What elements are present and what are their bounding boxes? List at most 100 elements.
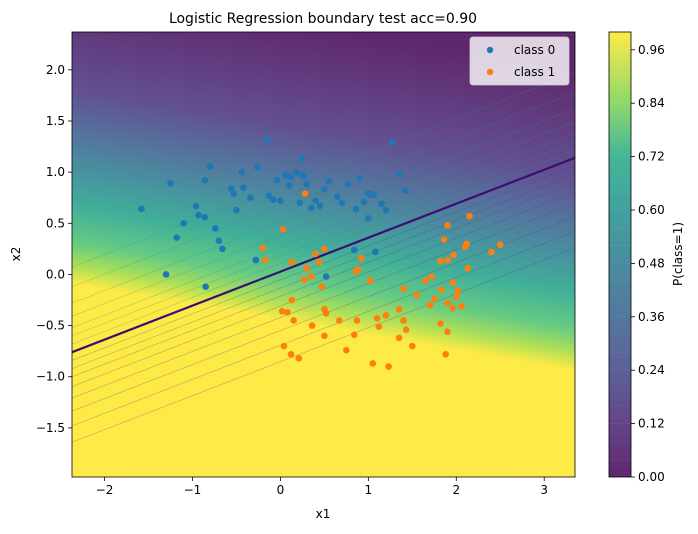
legend-box xyxy=(469,36,570,86)
point-class-1 xyxy=(280,342,288,350)
plot-frame xyxy=(71,31,576,478)
plot-area xyxy=(72,32,575,477)
contour-line xyxy=(72,108,575,304)
point-class-0 xyxy=(167,180,174,187)
contour-line xyxy=(72,173,575,369)
point-class-1 xyxy=(353,317,361,324)
point-class-0 xyxy=(233,206,240,214)
colorbar-tick-label: 0.48 xyxy=(638,256,665,270)
point-class-1 xyxy=(288,258,296,266)
point-class-0 xyxy=(298,155,305,163)
point-class-1 xyxy=(278,307,286,315)
colorbar-tick-label: 0.00 xyxy=(638,470,665,484)
y-tick-label: 0.5 xyxy=(46,216,65,230)
contour-line xyxy=(72,203,575,399)
point-class-1 xyxy=(321,332,328,340)
point-class-1 xyxy=(259,244,267,252)
colorbar-tick-label: 0.84 xyxy=(638,96,665,110)
point-class-0 xyxy=(227,185,235,192)
colorbar-ticks: 0.00 0.12 0.24 0.36 0.48 0.60 0.72 0.84 0.96 xyxy=(631,43,665,484)
point-class-0 xyxy=(382,206,390,214)
point-class-0 xyxy=(254,163,261,171)
point-class-1 xyxy=(458,302,465,310)
point-class-0 xyxy=(370,191,377,198)
point-class-1 xyxy=(428,273,435,280)
point-class-1 xyxy=(400,285,407,293)
point-class-0 xyxy=(270,196,277,204)
point-class-0 xyxy=(287,173,295,181)
point-class-1 xyxy=(496,241,504,249)
point-class-0 xyxy=(352,205,360,213)
y-tick-label: 1.5 xyxy=(46,114,65,128)
point-class-0 xyxy=(334,193,341,201)
point-class-0 xyxy=(325,178,333,185)
point-class-0 xyxy=(240,184,247,191)
x-tick-label: 2 xyxy=(452,483,460,497)
point-class-0 xyxy=(378,200,385,208)
contour-line xyxy=(72,247,575,443)
colorbar-tick-label: 0.60 xyxy=(638,203,665,217)
decision-boundary xyxy=(72,156,575,354)
point-class-1 xyxy=(395,305,403,313)
point-class-1 xyxy=(449,279,457,286)
colorbar-label: P(class=1) xyxy=(671,222,685,286)
point-class-0 xyxy=(238,168,246,176)
point-class-1 xyxy=(444,256,451,264)
point-class-0 xyxy=(350,246,358,254)
point-class-1 xyxy=(358,254,365,262)
point-class-0 xyxy=(212,225,219,232)
colorbar-tick-label: 0.72 xyxy=(638,150,665,164)
point-class-0 xyxy=(265,192,273,199)
point-class-1 xyxy=(437,257,444,265)
point-class-0 xyxy=(303,181,311,188)
point-class-1 xyxy=(315,258,323,266)
contour-line xyxy=(72,121,575,317)
point-class-1 xyxy=(318,283,326,291)
point-class-1 xyxy=(409,342,416,350)
point-class-0 xyxy=(206,162,214,170)
point-class-1 xyxy=(354,266,362,273)
point-class-1 xyxy=(350,331,358,339)
y-tick-label: −0.5 xyxy=(36,319,65,333)
point-class-1 xyxy=(454,287,462,295)
point-class-1 xyxy=(440,236,448,243)
point-class-0 xyxy=(360,198,368,206)
colorbar-gradient xyxy=(609,32,631,477)
point-class-0 xyxy=(192,202,200,210)
point-class-1 xyxy=(312,250,319,258)
point-class-1 xyxy=(301,190,309,197)
point-class-1 xyxy=(444,328,451,336)
point-class-1 xyxy=(303,265,311,272)
point-class-1 xyxy=(308,322,316,329)
point-class-1 xyxy=(444,222,451,229)
point-class-1 xyxy=(321,245,328,253)
point-class-1 xyxy=(373,315,381,322)
point-class-0 xyxy=(282,171,289,179)
point-class-1 xyxy=(385,363,392,370)
chart-title: Logistic Regression boundary test acc=0.… xyxy=(169,11,477,27)
point-class-0 xyxy=(321,186,328,193)
contour-line xyxy=(72,182,575,378)
point-class-0 xyxy=(312,197,319,205)
point-class-1 xyxy=(450,251,457,259)
x-axis: −2 −1 0 1 2 3 xyxy=(96,477,548,497)
point-class-0 xyxy=(162,271,170,278)
point-class-1 xyxy=(279,226,287,233)
x-axis-label: x1 xyxy=(316,507,331,521)
point-class-1 xyxy=(402,326,410,333)
point-class-1 xyxy=(375,323,383,330)
point-class-0 xyxy=(219,245,226,253)
point-class-1 xyxy=(307,273,315,280)
point-class-1 xyxy=(464,265,472,272)
point-class-0 xyxy=(138,205,145,213)
point-class-1 xyxy=(395,334,403,342)
legend-marker-class-0 xyxy=(486,46,494,54)
point-class-1 xyxy=(466,212,473,220)
x-tick-label: 1 xyxy=(365,483,373,497)
point-class-0 xyxy=(263,136,271,143)
point-class-0 xyxy=(180,219,187,227)
point-class-1 xyxy=(422,277,429,284)
colorbar-frame xyxy=(608,31,632,478)
x-tick-label: 3 xyxy=(540,483,548,497)
